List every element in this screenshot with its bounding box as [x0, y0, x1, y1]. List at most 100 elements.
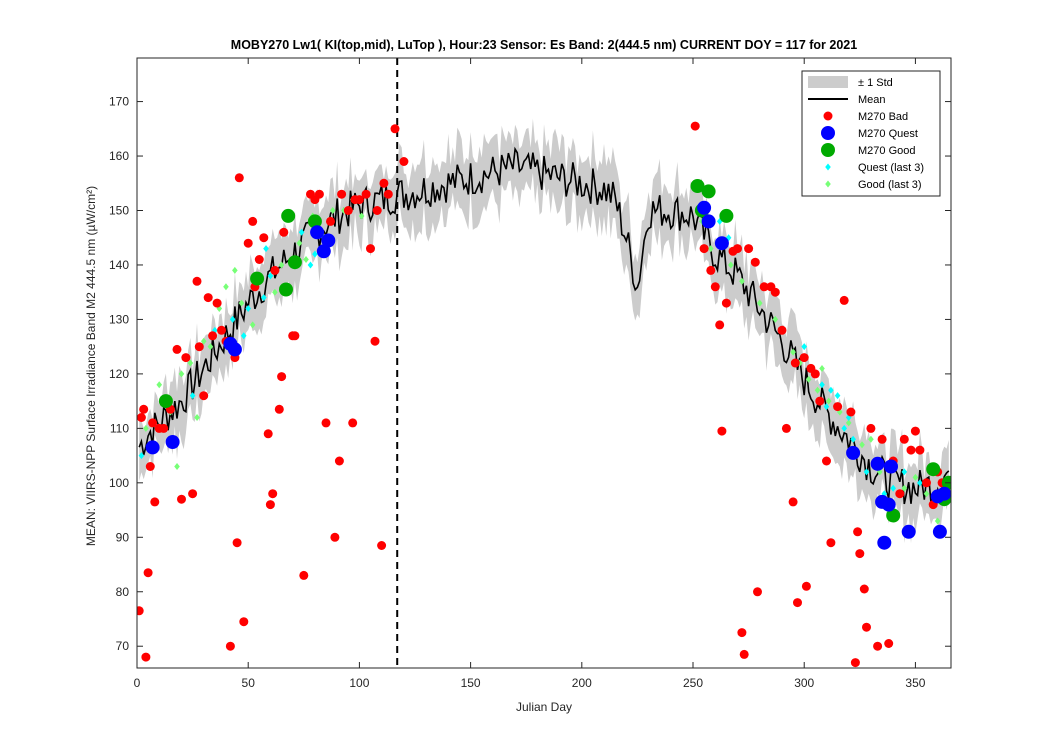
bad-point — [343, 206, 353, 215]
bad-point — [208, 331, 218, 341]
legend-marker — [825, 163, 831, 171]
good-last3-point — [303, 256, 309, 264]
x-tick-label: 250 — [683, 676, 703, 690]
x-axis-label: Julian Day — [516, 700, 572, 714]
good-last3-point — [923, 490, 930, 498]
bad-point — [194, 342, 204, 352]
y-tick-label: 90 — [116, 530, 130, 544]
good-last3-point — [814, 386, 821, 394]
bad-point — [815, 396, 825, 406]
bad-point — [239, 617, 249, 627]
bad-point — [330, 532, 340, 542]
y-tick-label: 70 — [116, 639, 130, 653]
bad-point — [399, 157, 409, 166]
bad-point — [279, 227, 289, 237]
bad-point — [790, 358, 800, 368]
bad-point — [254, 255, 264, 264]
quest-point — [697, 200, 712, 215]
bad-point — [172, 344, 182, 354]
bad-point — [710, 282, 720, 292]
good-last3-point — [739, 277, 745, 285]
y-tick-label: 120 — [109, 367, 129, 381]
legend-label: M270 Quest — [858, 128, 918, 140]
bad-point — [139, 404, 149, 414]
bad-point — [159, 423, 169, 433]
legend-label: ± 1 Std — [858, 77, 893, 89]
y-tick-label: 150 — [109, 204, 129, 218]
good-last3-point — [194, 413, 200, 421]
quest-last3-point — [801, 343, 808, 351]
bad-point — [188, 489, 198, 499]
legend-marker — [821, 143, 835, 157]
quest-point — [310, 225, 325, 240]
bad-point — [177, 494, 186, 504]
bad-point — [137, 413, 146, 422]
quest-last3-point — [307, 261, 314, 269]
bad-point — [833, 402, 843, 412]
good-last3-point — [859, 441, 865, 449]
good-last3-point — [790, 348, 796, 356]
good-last3-point — [934, 517, 941, 525]
y-tick-label: 130 — [109, 312, 129, 326]
bad-series — [137, 121, 947, 668]
good-last3-point — [249, 321, 256, 329]
bad-point — [706, 265, 716, 275]
bad-point — [314, 189, 324, 199]
quest-point — [316, 244, 331, 259]
bad-point — [895, 489, 905, 499]
bad-point — [715, 320, 725, 330]
bad-point — [148, 418, 158, 428]
bad-point — [759, 282, 769, 292]
bad-point — [225, 641, 235, 651]
quest-last3-point — [189, 392, 196, 400]
good-last3-point — [358, 212, 365, 220]
bad-point — [922, 478, 931, 488]
bad-point — [259, 233, 269, 243]
legend-marker — [821, 126, 835, 140]
legend-label: M270 Good — [858, 145, 915, 157]
quest-last3-point — [212, 326, 218, 334]
good-point — [719, 208, 734, 223]
bad-point — [299, 570, 309, 580]
bad-point — [733, 244, 742, 254]
chart-title: MOBY270 Lw1( KI(top,mid), LuTop ), Hour:… — [231, 38, 857, 52]
good-last3-point — [329, 207, 336, 214]
bad-point — [866, 423, 876, 433]
good-point — [701, 184, 716, 199]
bad-point — [274, 404, 284, 414]
quest-point — [932, 524, 947, 539]
legend-marker — [825, 180, 831, 188]
bad-point — [793, 598, 802, 608]
bad-point — [826, 538, 836, 548]
x-tick-label: 100 — [349, 676, 369, 690]
bad-point — [799, 353, 809, 363]
bad-point — [915, 445, 925, 455]
bad-point — [354, 195, 364, 205]
quest-last3-point — [245, 305, 252, 313]
y-tick-label: 80 — [116, 585, 130, 599]
bad-point — [770, 287, 780, 297]
plot-layer — [137, 58, 951, 668]
quest-last3-point — [881, 490, 888, 498]
good-last3-point — [178, 370, 185, 378]
legend-label: Good (last 3) — [858, 179, 922, 191]
bad-point — [899, 434, 909, 444]
quest-last3-point — [240, 332, 247, 340]
good-last3-point — [207, 343, 214, 351]
legend-label: M270 Bad — [858, 111, 908, 123]
bad-point — [232, 538, 242, 548]
good-point — [287, 255, 302, 270]
quest-last3-point — [901, 468, 908, 476]
quest-last3-point — [138, 452, 145, 460]
bad-point — [744, 244, 754, 254]
bad-point — [884, 639, 894, 648]
bad-point — [361, 189, 371, 199]
quest-last3-point — [819, 381, 825, 389]
x-tick-label: 0 — [134, 676, 141, 690]
bad-point — [268, 489, 278, 499]
bad-point — [326, 216, 335, 226]
bad-point — [248, 216, 258, 226]
bad-point — [212, 298, 222, 308]
good-last3-point — [232, 266, 238, 274]
good-point — [279, 282, 293, 297]
